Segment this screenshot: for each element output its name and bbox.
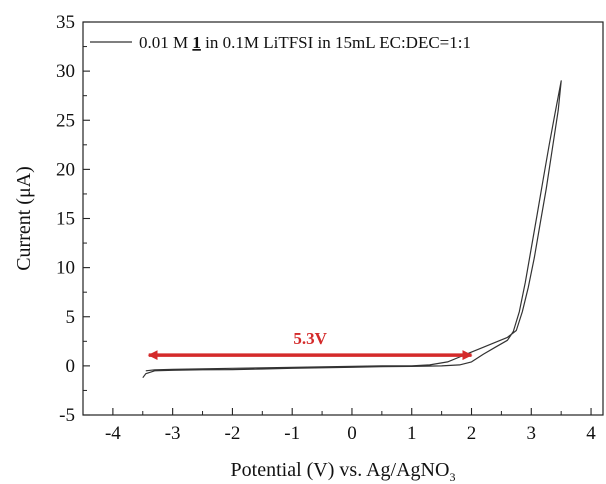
x-tick-label: -2 xyxy=(225,423,241,444)
legend-text-part-1: 0.01 M xyxy=(139,33,192,52)
y-tick-label: 5 xyxy=(66,307,76,328)
x-axis-title-subscript: 3 xyxy=(449,470,455,484)
y-tick-label: 20 xyxy=(56,159,75,180)
cv-curve xyxy=(142,80,562,379)
y-tick-label: 30 xyxy=(56,61,75,82)
x-axis-title-main: Potential (V) vs. Ag/AgNO xyxy=(231,459,450,481)
potential-window-label: 5.3V xyxy=(293,329,327,348)
x-tick-label: -4 xyxy=(105,423,121,444)
x-tick-label: 3 xyxy=(527,423,537,444)
legend-compound-number: 1 xyxy=(192,33,201,52)
y-tick-label: -5 xyxy=(59,405,75,426)
x-tick-label: -1 xyxy=(284,423,300,444)
y-tick-label: 25 xyxy=(56,110,75,131)
legend: 0.01 M 1 in 0.1M LiTFSI in 15mL EC:DEC=1… xyxy=(90,33,471,52)
y-axis-title: Current (μA) xyxy=(13,166,35,271)
x-tick-label: 4 xyxy=(586,423,596,444)
x-tick-label: -3 xyxy=(165,423,181,444)
y-tick-label: 10 xyxy=(56,258,75,279)
plot-area: -5 0 5 10 15 20 25 30 35 -4 -3 -2 -1 0 1 2 3 4 5.3V xyxy=(56,12,604,444)
y-tick-label: 35 xyxy=(56,12,75,33)
y-tick-label: 0 xyxy=(66,356,76,377)
legend-entry-text: 0.01 M 1 in 0.1M LiTFSI in 15mL EC:DEC=1… xyxy=(139,33,471,52)
legend-text-part-2: in 0.1M LiTFSI in 15mL EC:DEC=1:1 xyxy=(201,33,471,52)
x-tick-label: 2 xyxy=(467,423,477,444)
x-axis-title: Potential (V) vs. Ag/AgNO3 xyxy=(231,459,456,484)
x-tick-label: 1 xyxy=(407,423,417,444)
y-tick-label: 15 xyxy=(56,209,75,230)
x-tick-label: 0 xyxy=(347,423,357,444)
